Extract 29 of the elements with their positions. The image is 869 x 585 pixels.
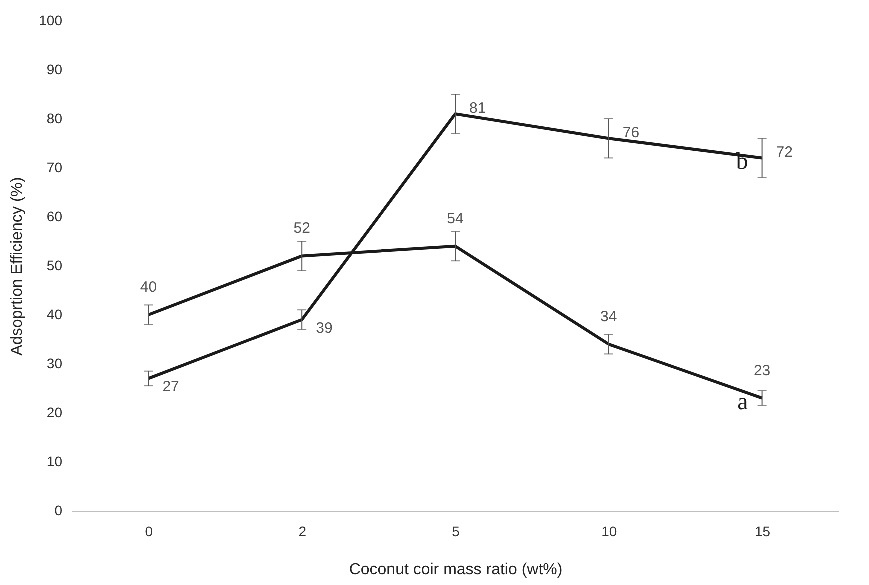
y-tick-label: 90 [46,62,63,78]
data-label: 54 [447,210,464,228]
data-label: 23 [754,362,771,380]
y-tick-label: 30 [46,356,63,372]
x-tick-label: 2 [298,524,307,540]
y-tick-label: 20 [46,404,63,420]
data-label: 34 [600,308,618,326]
x-tick-label: 10 [602,524,618,540]
y-tick-label: 10 [46,454,63,470]
data-label: 40 [140,279,158,296]
y-tick-label: 60 [46,208,63,224]
y-tick-label: 40 [46,306,63,322]
data-label: 27 [162,378,180,396]
data-label: 76 [622,124,640,142]
y-axis-title: Adsoprtion Efficiency (%) [9,177,26,356]
y-tick-label: 100 [39,12,63,28]
y-tick-label: 0 [54,502,63,518]
y-tick-label: 80 [46,110,63,126]
data-label: 81 [470,100,486,118]
x-tick-label: 15 [755,524,771,540]
data-label: 52 [294,220,310,238]
y-tick-label: 50 [46,258,63,274]
x-tick-label: 5 [452,524,460,540]
x-tick-label: 0 [145,524,154,540]
y-tick-label: 70 [46,160,63,176]
series-label: a [738,389,749,416]
data-label: 72 [776,144,793,162]
x-axis-title: Coconut coir mass ratio (wt%) [349,562,563,578]
data-label: 39 [316,320,333,337]
